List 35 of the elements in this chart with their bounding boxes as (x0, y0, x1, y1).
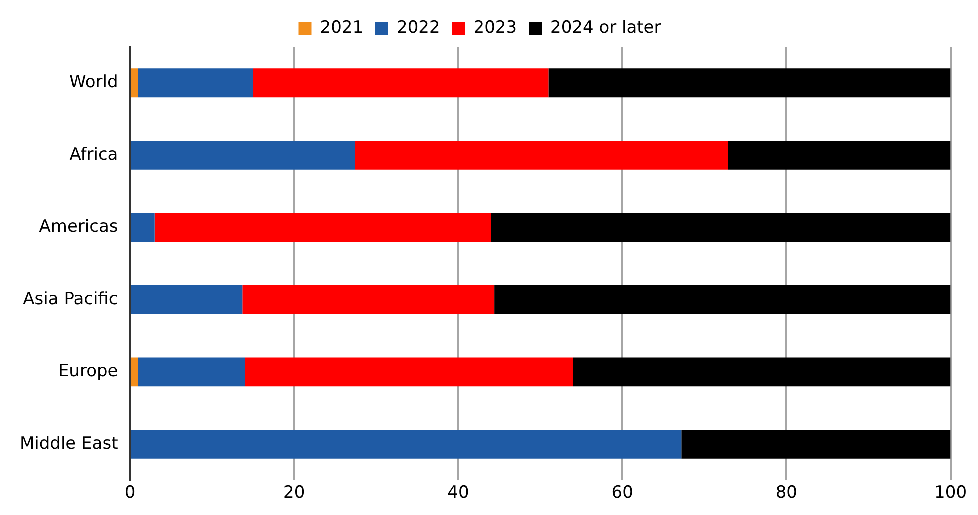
bar (154, 213, 492, 242)
bar (548, 68, 951, 98)
bar (491, 213, 951, 242)
bar (131, 358, 138, 387)
bar (131, 430, 682, 459)
y-tick-label: Africa (70, 144, 118, 165)
bar (138, 68, 254, 98)
bar (131, 68, 138, 98)
x-tick-label: 20 (284, 483, 306, 504)
y-tick-label: Americas (39, 217, 118, 238)
bar (682, 430, 951, 459)
y-tick-label: Asia Pacific (23, 289, 118, 310)
x-tick-label: 100 (934, 483, 968, 504)
x-tick-label: 60 (612, 483, 634, 504)
bar (131, 213, 155, 242)
x-tick-label: 0 (124, 483, 136, 504)
bar (494, 285, 951, 314)
legend-label: 2023 (474, 18, 518, 38)
bar (242, 285, 495, 314)
bar (138, 358, 246, 387)
bar (728, 140, 951, 170)
legend-label: 2024 or later (550, 18, 662, 38)
y-tick-label: Middle East (20, 434, 119, 454)
bar (131, 285, 243, 314)
bar (355, 140, 728, 170)
bar (573, 358, 951, 387)
legend-label: 2022 (397, 18, 440, 38)
bar (245, 358, 574, 387)
x-tick-label: 80 (776, 483, 798, 504)
y-tick-label: World (70, 72, 118, 93)
x-tick-label: 40 (448, 483, 470, 504)
bar (253, 68, 549, 98)
legend-label: 2021 (320, 18, 364, 38)
y-tick-label: Europe (58, 362, 118, 382)
bar (131, 140, 356, 170)
